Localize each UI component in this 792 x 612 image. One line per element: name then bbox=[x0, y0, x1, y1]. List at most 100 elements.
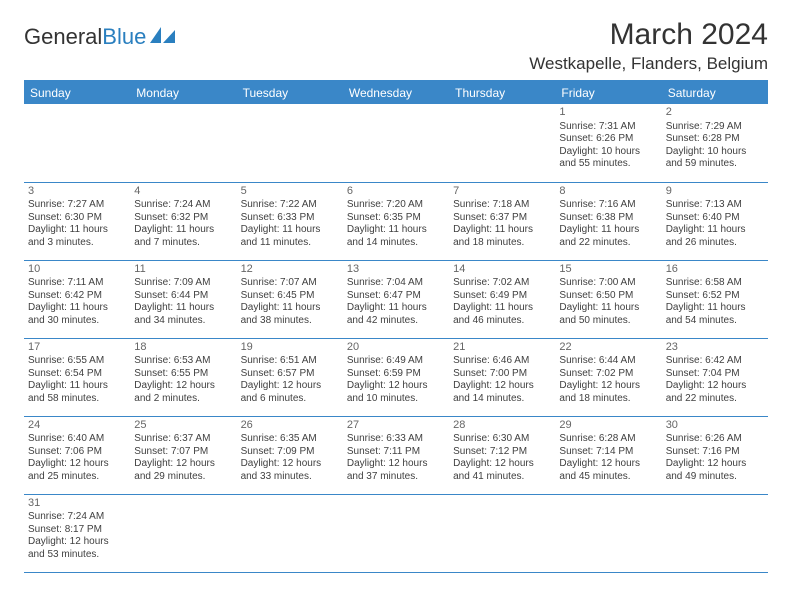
day-number: 18 bbox=[134, 341, 232, 355]
sunset-text: Sunset: 7:14 PM bbox=[559, 446, 657, 459]
calendar-cell: 12Sunrise: 7:07 AMSunset: 6:45 PMDayligh… bbox=[237, 260, 343, 338]
calendar-cell: 31Sunrise: 7:24 AMSunset: 8:17 PMDayligh… bbox=[24, 494, 130, 572]
calendar-cell bbox=[662, 494, 768, 572]
sunrise-text: Sunrise: 7:24 AM bbox=[28, 511, 126, 524]
calendar-cell: 14Sunrise: 7:02 AMSunset: 6:49 PMDayligh… bbox=[449, 260, 555, 338]
sunrise-text: Sunrise: 6:33 AM bbox=[347, 433, 445, 446]
sunrise-text: Sunrise: 7:16 AM bbox=[559, 199, 657, 212]
sunset-text: Sunset: 7:02 PM bbox=[559, 368, 657, 381]
daylight-text: Daylight: 11 hours and 30 minutes. bbox=[28, 302, 126, 327]
sunset-text: Sunset: 6:49 PM bbox=[453, 290, 551, 303]
day-number: 9 bbox=[666, 185, 764, 199]
sunset-text: Sunset: 6:38 PM bbox=[559, 212, 657, 225]
sunset-text: Sunset: 6:47 PM bbox=[347, 290, 445, 303]
sunset-text: Sunset: 7:09 PM bbox=[241, 446, 339, 459]
calendar-cell: 21Sunrise: 6:46 AMSunset: 7:00 PMDayligh… bbox=[449, 338, 555, 416]
sunset-text: Sunset: 6:28 PM bbox=[666, 133, 764, 146]
daylight-text: Daylight: 11 hours and 54 minutes. bbox=[666, 302, 764, 327]
daylight-text: Daylight: 12 hours and 18 minutes. bbox=[559, 380, 657, 405]
day-number: 2 bbox=[666, 106, 764, 120]
daylight-text: Daylight: 11 hours and 50 minutes. bbox=[559, 302, 657, 327]
calendar-cell: 18Sunrise: 6:53 AMSunset: 6:55 PMDayligh… bbox=[130, 338, 236, 416]
day-number: 23 bbox=[666, 341, 764, 355]
sunset-text: Sunset: 6:35 PM bbox=[347, 212, 445, 225]
sunset-text: Sunset: 6:32 PM bbox=[134, 212, 232, 225]
daylight-text: Daylight: 10 hours and 55 minutes. bbox=[559, 146, 657, 171]
sunset-text: Sunset: 6:26 PM bbox=[559, 133, 657, 146]
sunrise-text: Sunrise: 7:02 AM bbox=[453, 277, 551, 290]
daylight-text: Daylight: 12 hours and 45 minutes. bbox=[559, 458, 657, 483]
calendar-cell bbox=[130, 104, 236, 182]
calendar-cell: 25Sunrise: 6:37 AMSunset: 7:07 PMDayligh… bbox=[130, 416, 236, 494]
daylight-text: Daylight: 11 hours and 42 minutes. bbox=[347, 302, 445, 327]
calendar-cell: 4Sunrise: 7:24 AMSunset: 6:32 PMDaylight… bbox=[130, 182, 236, 260]
sunset-text: Sunset: 7:00 PM bbox=[453, 368, 551, 381]
sunrise-text: Sunrise: 7:18 AM bbox=[453, 199, 551, 212]
daylight-text: Daylight: 12 hours and 49 minutes. bbox=[666, 458, 764, 483]
sunset-text: Sunset: 6:42 PM bbox=[28, 290, 126, 303]
sunrise-text: Sunrise: 6:58 AM bbox=[666, 277, 764, 290]
calendar-cell: 27Sunrise: 6:33 AMSunset: 7:11 PMDayligh… bbox=[343, 416, 449, 494]
logo-text-1: General bbox=[24, 24, 102, 50]
day-number: 5 bbox=[241, 185, 339, 199]
sunrise-text: Sunrise: 7:00 AM bbox=[559, 277, 657, 290]
daylight-text: Daylight: 10 hours and 59 minutes. bbox=[666, 146, 764, 171]
calendar-cell: 30Sunrise: 6:26 AMSunset: 7:16 PMDayligh… bbox=[662, 416, 768, 494]
sunrise-text: Sunrise: 6:35 AM bbox=[241, 433, 339, 446]
daylight-text: Daylight: 11 hours and 11 minutes. bbox=[241, 224, 339, 249]
daylight-text: Daylight: 11 hours and 7 minutes. bbox=[134, 224, 232, 249]
header: GeneralBlue March 2024 Westkapelle, Flan… bbox=[24, 18, 768, 74]
daylight-text: Daylight: 12 hours and 33 minutes. bbox=[241, 458, 339, 483]
calendar-cell: 10Sunrise: 7:11 AMSunset: 6:42 PMDayligh… bbox=[24, 260, 130, 338]
day-number: 31 bbox=[28, 497, 126, 511]
sunrise-text: Sunrise: 6:49 AM bbox=[347, 355, 445, 368]
calendar-cell bbox=[449, 494, 555, 572]
sunset-text: Sunset: 6:40 PM bbox=[666, 212, 764, 225]
calendar-cell: 20Sunrise: 6:49 AMSunset: 6:59 PMDayligh… bbox=[343, 338, 449, 416]
calendar-cell: 11Sunrise: 7:09 AMSunset: 6:44 PMDayligh… bbox=[130, 260, 236, 338]
day-number: 1 bbox=[559, 106, 657, 120]
calendar-table: SundayMondayTuesdayWednesdayThursdayFrid… bbox=[24, 80, 768, 573]
calendar-cell bbox=[343, 104, 449, 182]
sunset-text: Sunset: 6:54 PM bbox=[28, 368, 126, 381]
daylight-text: Daylight: 12 hours and 25 minutes. bbox=[28, 458, 126, 483]
logo: GeneralBlue bbox=[24, 18, 176, 50]
location: Westkapelle, Flanders, Belgium bbox=[529, 54, 768, 74]
day-number: 19 bbox=[241, 341, 339, 355]
day-number: 21 bbox=[453, 341, 551, 355]
day-number: 15 bbox=[559, 263, 657, 277]
day-number: 29 bbox=[559, 419, 657, 433]
month-title: March 2024 bbox=[529, 18, 768, 52]
daylight-text: Daylight: 12 hours and 29 minutes. bbox=[134, 458, 232, 483]
calendar-row: 3Sunrise: 7:27 AMSunset: 6:30 PMDaylight… bbox=[24, 182, 768, 260]
sunset-text: Sunset: 7:04 PM bbox=[666, 368, 764, 381]
daylight-text: Daylight: 12 hours and 22 minutes. bbox=[666, 380, 764, 405]
daylight-text: Daylight: 12 hours and 10 minutes. bbox=[347, 380, 445, 405]
day-number: 12 bbox=[241, 263, 339, 277]
weekday-header: Monday bbox=[130, 81, 236, 104]
title-block: March 2024 Westkapelle, Flanders, Belgiu… bbox=[529, 18, 768, 74]
weekday-header: Tuesday bbox=[237, 81, 343, 104]
sunrise-text: Sunrise: 6:42 AM bbox=[666, 355, 764, 368]
sunrise-text: Sunrise: 6:44 AM bbox=[559, 355, 657, 368]
sunrise-text: Sunrise: 6:37 AM bbox=[134, 433, 232, 446]
calendar-cell bbox=[237, 494, 343, 572]
calendar-cell: 17Sunrise: 6:55 AMSunset: 6:54 PMDayligh… bbox=[24, 338, 130, 416]
calendar-cell: 3Sunrise: 7:27 AMSunset: 6:30 PMDaylight… bbox=[24, 182, 130, 260]
day-number: 22 bbox=[559, 341, 657, 355]
sunrise-text: Sunrise: 6:30 AM bbox=[453, 433, 551, 446]
weekday-header: Wednesday bbox=[343, 81, 449, 104]
calendar-cell: 9Sunrise: 7:13 AMSunset: 6:40 PMDaylight… bbox=[662, 182, 768, 260]
day-number: 30 bbox=[666, 419, 764, 433]
calendar-cell bbox=[130, 494, 236, 572]
daylight-text: Daylight: 12 hours and 6 minutes. bbox=[241, 380, 339, 405]
calendar-cell: 29Sunrise: 6:28 AMSunset: 7:14 PMDayligh… bbox=[555, 416, 661, 494]
daylight-text: Daylight: 11 hours and 22 minutes. bbox=[559, 224, 657, 249]
day-number: 13 bbox=[347, 263, 445, 277]
sunset-text: Sunset: 6:50 PM bbox=[559, 290, 657, 303]
calendar-cell: 13Sunrise: 7:04 AMSunset: 6:47 PMDayligh… bbox=[343, 260, 449, 338]
daylight-text: Daylight: 11 hours and 46 minutes. bbox=[453, 302, 551, 327]
calendar-row: 17Sunrise: 6:55 AMSunset: 6:54 PMDayligh… bbox=[24, 338, 768, 416]
sunrise-text: Sunrise: 6:53 AM bbox=[134, 355, 232, 368]
day-number: 27 bbox=[347, 419, 445, 433]
